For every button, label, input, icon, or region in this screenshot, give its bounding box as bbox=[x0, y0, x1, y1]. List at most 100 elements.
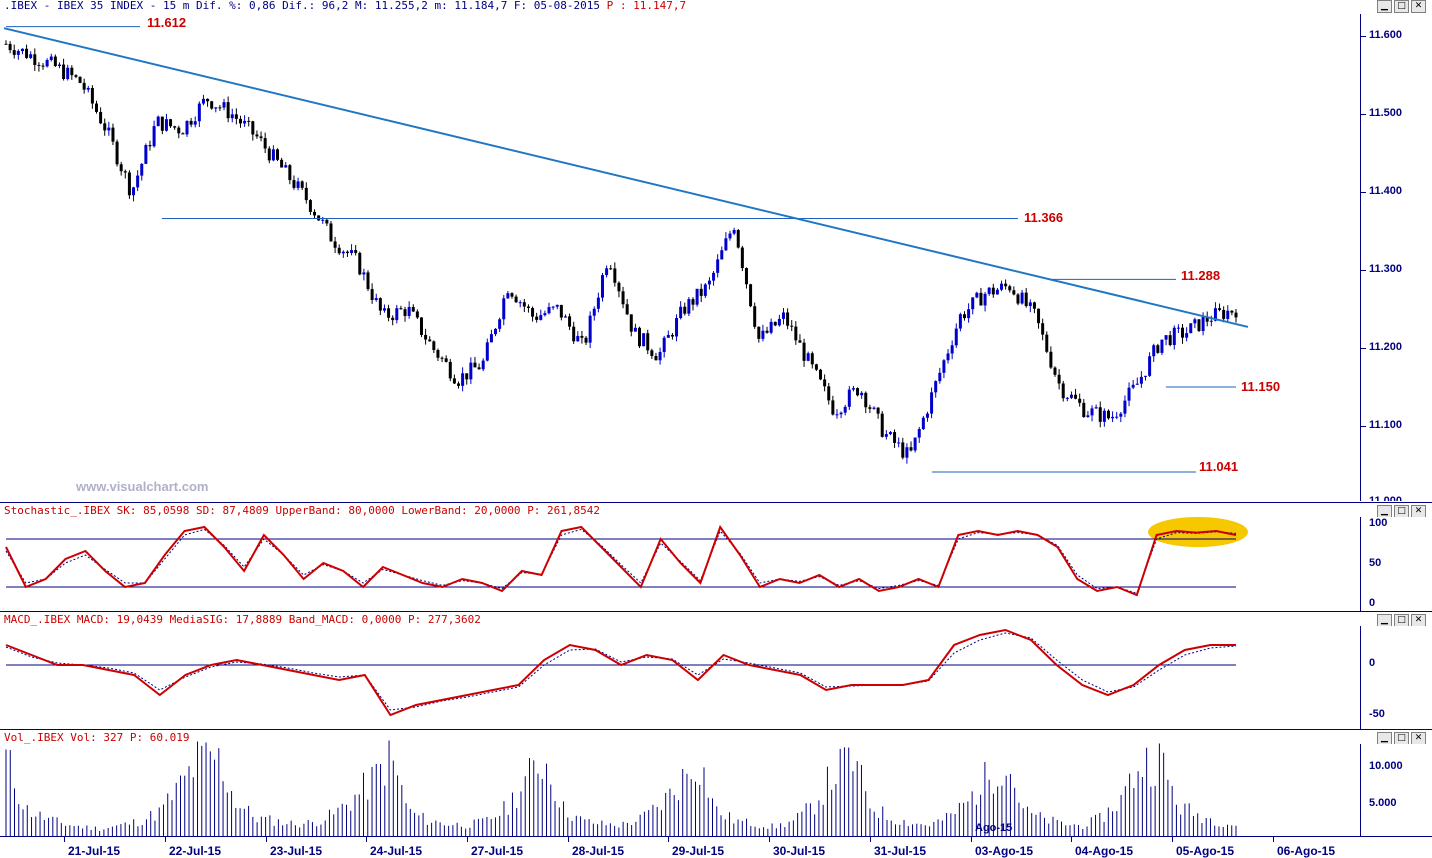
candle-body bbox=[148, 145, 152, 147]
candle-body bbox=[193, 121, 197, 125]
candle-body bbox=[391, 317, 395, 321]
candle-body bbox=[675, 318, 679, 337]
candle-body bbox=[835, 414, 839, 416]
candle-body bbox=[1189, 323, 1193, 334]
candle-body bbox=[827, 386, 831, 401]
candle-body bbox=[971, 297, 975, 310]
candle-body bbox=[522, 302, 526, 307]
candle-body bbox=[1049, 351, 1053, 368]
candle-body bbox=[510, 293, 514, 297]
candle-body bbox=[781, 312, 785, 319]
stochastic-chart[interactable] bbox=[0, 503, 1360, 611]
candle-body bbox=[1111, 416, 1115, 419]
candle-body bbox=[975, 292, 979, 298]
candle-body bbox=[839, 412, 843, 415]
candle-body bbox=[201, 98, 205, 104]
candle-body bbox=[958, 314, 962, 329]
x-label: 03-Ago-15 bbox=[975, 844, 1034, 858]
restore-button[interactable]: □ bbox=[1394, 0, 1409, 13]
candle-body bbox=[938, 372, 942, 382]
candle-body bbox=[576, 335, 580, 342]
candle-body bbox=[749, 284, 753, 307]
candle-body bbox=[296, 181, 300, 188]
volume-pane: Vol_.IBEX Vol: 327 P: 60.019 ▁ □ ✕ 10.00… bbox=[0, 729, 1432, 837]
candle-body bbox=[851, 388, 855, 390]
candle-body bbox=[415, 311, 419, 318]
stochastic-pane: Stochastic_.IBEX SK: 85,0598 SD: 87,4809… bbox=[0, 502, 1432, 611]
candle-body bbox=[983, 293, 987, 306]
signal-line bbox=[5, 632, 1237, 711]
candle-body bbox=[633, 327, 637, 332]
close-button[interactable]: ✕ bbox=[1411, 614, 1426, 627]
candle-body bbox=[946, 353, 950, 361]
tick-label: 11.000 bbox=[1369, 495, 1403, 501]
candle-body bbox=[119, 164, 123, 172]
minimize-button[interactable]: ▁ bbox=[1377, 0, 1392, 13]
candle-body bbox=[103, 123, 107, 131]
candle-body bbox=[592, 308, 596, 316]
tick-label: 11.200 bbox=[1369, 341, 1403, 353]
candle-body bbox=[613, 268, 617, 283]
candle-body bbox=[428, 339, 432, 342]
price-chart[interactable] bbox=[0, 0, 1360, 501]
x-label: 31-Jul-15 bbox=[874, 844, 927, 858]
macd-chart[interactable] bbox=[0, 612, 1360, 729]
candle-body bbox=[41, 65, 45, 67]
x-label: 04-Ago-15 bbox=[1075, 844, 1134, 858]
candle-body bbox=[185, 120, 189, 135]
candle-body bbox=[798, 340, 802, 343]
candle-body bbox=[12, 50, 16, 55]
candle-body bbox=[691, 299, 695, 305]
candle-body bbox=[247, 120, 251, 122]
candle-body bbox=[358, 252, 362, 275]
candle-body bbox=[49, 56, 53, 61]
volume-chart[interactable] bbox=[0, 730, 1360, 837]
candle-body bbox=[679, 306, 683, 319]
candle-body bbox=[769, 321, 773, 333]
candle-body bbox=[1090, 408, 1094, 416]
candle-body bbox=[864, 392, 868, 408]
candle-body bbox=[712, 272, 716, 281]
candle-body bbox=[707, 280, 711, 285]
watermark: www.visualchart.com bbox=[76, 479, 209, 494]
candle-body bbox=[1213, 308, 1217, 321]
candle-body bbox=[1069, 394, 1073, 398]
candle-body bbox=[868, 407, 872, 409]
candle-body bbox=[1201, 317, 1205, 331]
candle-body bbox=[514, 296, 518, 303]
candle-body bbox=[1028, 302, 1032, 307]
candle-body bbox=[1197, 319, 1201, 331]
candle-body bbox=[502, 298, 506, 320]
candle-body bbox=[753, 306, 757, 327]
candle-body bbox=[1086, 415, 1090, 418]
level-label-11150: 11.150 bbox=[1241, 379, 1281, 394]
candle-body bbox=[156, 116, 160, 127]
candle-body bbox=[127, 172, 131, 196]
candle-body bbox=[284, 165, 288, 168]
candle-body bbox=[913, 437, 917, 451]
candle-body bbox=[1004, 283, 1008, 287]
candle-body bbox=[884, 434, 888, 437]
candle-body bbox=[20, 48, 24, 52]
candle-body bbox=[1032, 302, 1036, 309]
candle-body bbox=[991, 287, 995, 295]
candle-body bbox=[728, 233, 732, 239]
x-label: 28-Jul-15 bbox=[572, 844, 625, 858]
candle-body bbox=[1094, 407, 1098, 409]
candle-body bbox=[1127, 387, 1131, 401]
candle-body bbox=[382, 308, 386, 311]
candle-body bbox=[962, 314, 966, 319]
candle-body bbox=[1000, 283, 1004, 290]
candle-body bbox=[1106, 410, 1110, 419]
candle-body bbox=[1037, 308, 1041, 324]
x-label: 29-Jul-15 bbox=[672, 844, 725, 858]
candle-body bbox=[1152, 345, 1156, 357]
candle-body bbox=[45, 60, 49, 67]
candle-body bbox=[773, 321, 777, 326]
minimize-button[interactable]: ▁ bbox=[1377, 732, 1392, 745]
candle-body bbox=[313, 211, 317, 216]
candle-body bbox=[1057, 374, 1061, 384]
candle-body bbox=[123, 171, 127, 173]
candle-body bbox=[395, 308, 399, 321]
close-button[interactable]: ✕ bbox=[1411, 0, 1426, 13]
